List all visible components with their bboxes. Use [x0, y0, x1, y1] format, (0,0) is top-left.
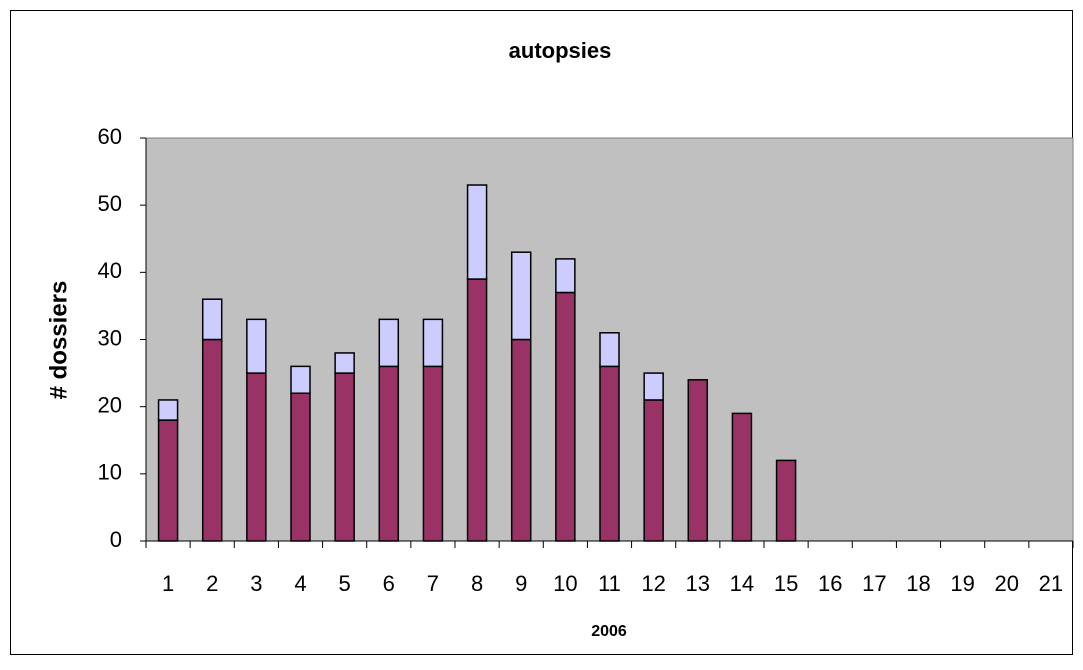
- x-tick-label: 9: [515, 571, 527, 596]
- x-tick-label: 20: [995, 571, 1019, 596]
- bar-segment: [599, 332, 620, 368]
- x-tick-label: 6: [383, 571, 395, 596]
- bar-segment: [378, 365, 400, 542]
- x-tick-label: 15: [774, 571, 798, 596]
- bar-segment: [334, 352, 355, 374]
- bar-segment: [555, 291, 576, 542]
- x-tick-label: 8: [471, 571, 483, 596]
- bar-segment: [422, 318, 444, 368]
- x-tick-label: 18: [906, 571, 930, 596]
- bar-segment: [731, 412, 753, 542]
- bar-segment: [201, 338, 223, 542]
- bar-segment: [290, 392, 311, 542]
- bar-segment: [157, 419, 179, 542]
- x-tick-label: 10: [553, 571, 577, 596]
- x-tick-label: 1: [162, 571, 174, 596]
- y-axis-label: # dossiers: [45, 281, 72, 400]
- x-tick-label: 13: [686, 571, 710, 596]
- x-tick-label: 19: [950, 571, 974, 596]
- y-tick-label: 10: [98, 460, 122, 485]
- bar-segment: [246, 318, 267, 374]
- bar-segment: [246, 372, 267, 542]
- bar-segment: [599, 365, 620, 542]
- x-tick-label: 5: [339, 571, 351, 596]
- y-tick-label: 60: [98, 124, 122, 149]
- x-tick-label: 7: [427, 571, 439, 596]
- y-tick-label: 40: [98, 258, 122, 283]
- x-tick-label: 17: [862, 571, 886, 596]
- bar-segment: [643, 399, 664, 542]
- y-tick-label: 50: [98, 191, 122, 216]
- bar-segment: [555, 258, 576, 294]
- x-tick-label: 21: [1039, 571, 1063, 596]
- bar-segment: [422, 365, 444, 542]
- bar-segment: [378, 318, 400, 368]
- x-tick-label: 16: [818, 571, 842, 596]
- bar-segment: [290, 365, 311, 394]
- x-tick-label: 11: [598, 571, 621, 596]
- bar-segment: [775, 459, 797, 542]
- x-tick-label: 14: [730, 571, 754, 596]
- y-tick-label: 0: [110, 527, 122, 552]
- bar-segment: [510, 338, 532, 542]
- chart-title: autopsies: [509, 38, 612, 63]
- bar-segment: [510, 251, 532, 341]
- bar-segment: [334, 372, 355, 542]
- x-tick-label: 4: [294, 571, 306, 596]
- bar-segment: [201, 298, 223, 341]
- x-tick-label: 12: [641, 571, 665, 596]
- bar-segment: [157, 399, 179, 421]
- x-tick-label: 3: [250, 571, 262, 596]
- bar-segment: [466, 278, 488, 542]
- x-axis-label: 2006: [591, 623, 627, 640]
- bar-segment: [687, 379, 709, 542]
- bar-segment: [466, 184, 488, 280]
- y-tick-label: 20: [98, 392, 122, 417]
- y-tick-label: 30: [98, 325, 122, 350]
- x-tick-label: 2: [206, 571, 218, 596]
- bar-segment: [643, 372, 664, 401]
